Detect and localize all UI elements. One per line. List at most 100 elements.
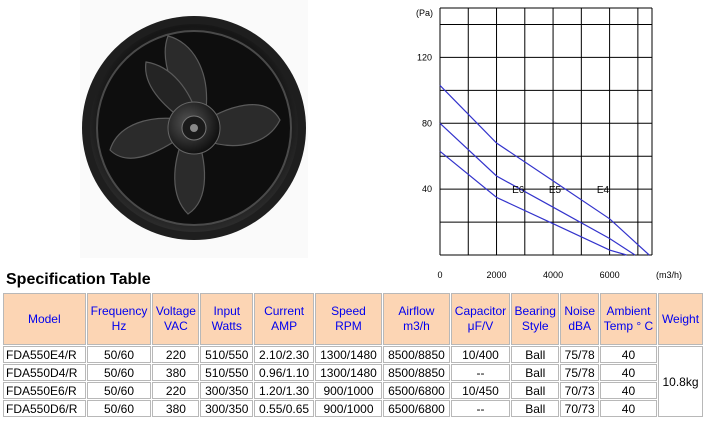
table-cell: FDA550D6/R — [3, 400, 86, 417]
table-cell: 380 — [152, 364, 200, 381]
curve-label: E4 — [597, 185, 610, 196]
table-cell: 8500/8850 — [382, 346, 450, 363]
spec-header-text: Ambient — [606, 304, 651, 318]
spec-header-text: AMP — [271, 319, 298, 333]
table-cell: 50/60 — [86, 346, 152, 363]
table-cell: 510/550 — [200, 364, 254, 381]
x-tick-label: 2000 — [487, 270, 507, 280]
fan-curve-line — [439, 150, 627, 256]
spec-header-cell: Noise dBA — [560, 293, 599, 345]
spec-header-text: Capacitor — [454, 304, 507, 318]
spec-header-cell: Frequency Hz — [86, 293, 152, 345]
x-tick-label: 6000 — [600, 270, 620, 280]
table-row: FDA550D6/R 50/60 380 300/350 0.55/0.65 900/10… — [3, 400, 703, 417]
table-cell: 220 — [152, 382, 200, 399]
curve-label: E5 — [549, 185, 562, 196]
x-tick-label: 4000 — [543, 270, 563, 280]
spec-header-text: Bearing — [514, 304, 556, 318]
table-cell: 40 — [599, 364, 658, 381]
table-cell: 300/350 — [200, 400, 254, 417]
spec-header-text: Airflow — [398, 304, 435, 318]
spec-header-cell: Model — [3, 293, 86, 345]
table-cell: 10/400 — [450, 346, 511, 363]
table-cell: 40 — [599, 346, 658, 363]
x-tick-label: 0 — [437, 270, 442, 280]
table-cell: 1300/1480 — [314, 346, 382, 363]
y-tick-label: 120 — [417, 52, 432, 62]
table-cell: 0.96/1.10 — [254, 364, 314, 381]
spec-header-text: m3/h — [403, 319, 430, 333]
spec-header-text: Current — [264, 304, 305, 318]
table-cell: 40 — [599, 382, 658, 399]
spec-header-cell: Capacitor μF/V — [450, 293, 511, 345]
table-cell: 220 — [152, 346, 200, 363]
table-cell: 75/78 — [560, 346, 599, 363]
table-cell: 50/60 — [86, 400, 152, 417]
curve-label: E6 — [512, 185, 525, 196]
spec-header-text: Noise — [564, 304, 596, 318]
spec-header-text: Style — [521, 319, 549, 333]
table-cell: Ball — [511, 400, 560, 417]
spec-header-cell: Input Watts — [200, 293, 254, 345]
table-cell: 900/1000 — [314, 382, 382, 399]
table-cell: FDA550E4/R — [3, 346, 86, 363]
spec-table-title: Specification Table — [6, 271, 151, 288]
table-cell: Ball — [511, 346, 560, 363]
table-cell: 75/78 — [560, 364, 599, 381]
fan-curve-line — [439, 122, 636, 256]
spec-header-cell: Current AMP — [254, 293, 314, 345]
spec-header-text: Weight — [661, 311, 700, 326]
spec-header-cell: Speed RPM — [314, 293, 382, 345]
spec-header-text: Hz — [111, 319, 127, 333]
spec-header-cell: Voltage VAC — [152, 293, 200, 345]
table-cell: 70/73 — [560, 382, 599, 399]
fan-curve-line — [439, 84, 650, 256]
spec-header-text: Temp ° C — [603, 319, 654, 333]
table-cell: 10/450 — [450, 382, 511, 399]
table-cell: Ball — [511, 364, 560, 381]
table-cell: -- — [450, 364, 511, 381]
table-row: FDA550E4/R 50/60 220 510/550 2.10/2.30 1300/1… — [3, 346, 703, 417]
spec-header-text: Voltage — [155, 304, 196, 318]
axial-fan-icon — [80, 0, 308, 258]
table-cell: 8500/8850 — [382, 364, 450, 381]
spec-header-text: VAC — [164, 319, 188, 333]
table-cell: 40 — [599, 400, 658, 417]
table-cell: FDA550E6/R — [3, 382, 86, 399]
weight-cell: 10.8kg — [658, 346, 703, 417]
spec-header-text: Input — [213, 304, 241, 318]
spec-header-text: Speed — [331, 304, 366, 318]
spec-header-cell: Airflow m3/h — [382, 293, 450, 345]
spec-header-text: RPM — [335, 319, 362, 333]
spec-header-row: Model Frequency Hz Voltage VAC Input Watts Curr… — [3, 293, 703, 345]
spec-header-text: Frequency — [90, 304, 148, 318]
table-cell: 1300/1480 — [314, 364, 382, 381]
table-cell: 2.10/2.30 — [254, 346, 314, 363]
table-cell: FDA550D4/R — [3, 364, 86, 381]
spec-header-text: Watts — [211, 319, 242, 333]
spec-header-text: dBA — [568, 319, 592, 333]
fan-performance-chart: E6 E5 E4 120 80 40 0 2000 4000 6000 (Pa) (m3/h) — [416, 7, 682, 280]
table-cell: 50/60 — [86, 364, 152, 381]
table-row: FDA550D4/R 50/60 380 510/550 0.96/1.10 1300/1… — [3, 364, 703, 381]
y-tick-label: 80 — [422, 118, 432, 128]
table-cell: 6500/6800 — [382, 400, 450, 417]
y-unit-label: (Pa) — [416, 8, 433, 18]
x-unit-label: (m3/h) — [656, 270, 682, 280]
table-cell: 6500/6800 — [382, 382, 450, 399]
table-cell: 300/350 — [200, 382, 254, 399]
table-cell: 380 — [152, 400, 200, 417]
table-cell: 510/550 — [200, 346, 254, 363]
table-cell: -- — [450, 400, 511, 417]
table-cell: Ball — [511, 382, 560, 399]
table-cell: 900/1000 — [314, 400, 382, 417]
table-cell: 70/73 — [560, 400, 599, 417]
spec-header-text: Model — [27, 311, 61, 326]
table-row: FDA550E6/R 50/60 220 300/350 1.20/1.30 900/10… — [3, 382, 703, 399]
spec-header-cell: Ambient Temp ° C — [599, 293, 658, 345]
spec-header-cell: Weight — [658, 293, 703, 345]
spec-header-text: μF/V — [467, 319, 494, 333]
table-cell: 1.20/1.30 — [254, 382, 314, 399]
spec-header-cell: Bearing Style — [511, 293, 560, 345]
table-cell: 0.55/0.65 — [254, 400, 314, 417]
